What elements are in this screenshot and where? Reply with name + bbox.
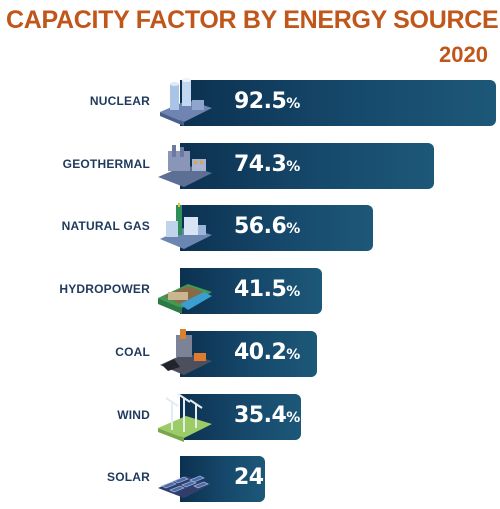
bar-row-wind: WIND 35.4% xyxy=(0,392,500,442)
data-label: 92.5% xyxy=(234,89,300,114)
dam-icon xyxy=(154,266,216,316)
data-label: 56.6% xyxy=(234,214,300,240)
bar-row-natural-gas: NATURAL GAS 56.6% xyxy=(0,203,500,253)
data-label: 40.2% xyxy=(234,339,300,365)
bar-row-geothermal: GEOTHERMAL 74.3% xyxy=(0,141,500,191)
category-label: WIND xyxy=(117,407,150,422)
data-label: 35.4% xyxy=(234,402,300,428)
data-label: 74.3% xyxy=(234,151,300,177)
category-label: SOLAR xyxy=(107,470,150,485)
category-label: NATURAL GAS xyxy=(61,219,150,234)
bar xyxy=(180,80,496,126)
gas-plant-icon xyxy=(154,203,216,253)
solar-panels-icon xyxy=(154,454,216,504)
wind-turbines-icon xyxy=(154,392,216,442)
data-label: 41.5% xyxy=(234,277,300,303)
bar-row-coal: COAL 40.2% xyxy=(0,328,500,379)
bar-row-hydropower: HYDROPOWER 41.5% xyxy=(0,266,500,316)
category-label: NUCLEAR xyxy=(89,94,150,108)
chart-title: CAPACITY FACTOR BY ENERGY SOURCE xyxy=(6,6,499,34)
bar xyxy=(180,142,434,189)
category-label: HYDROPOWER xyxy=(59,282,150,297)
chart-subtitle: 2020 xyxy=(439,42,488,67)
coal-plant-icon xyxy=(154,328,216,379)
bar-row-solar: SOLAR 24.9% xyxy=(0,454,500,504)
geothermal-plant-icon xyxy=(154,141,216,191)
category-label: COAL xyxy=(115,344,150,359)
power-plant-icon xyxy=(154,78,216,128)
bar xyxy=(180,393,301,440)
bar xyxy=(180,205,374,252)
bar-row-nuclear: NUCLEAR 92.5% xyxy=(0,78,500,128)
data-label: 24.9% xyxy=(234,465,300,491)
category-label: GEOTHERMAL xyxy=(62,156,150,171)
